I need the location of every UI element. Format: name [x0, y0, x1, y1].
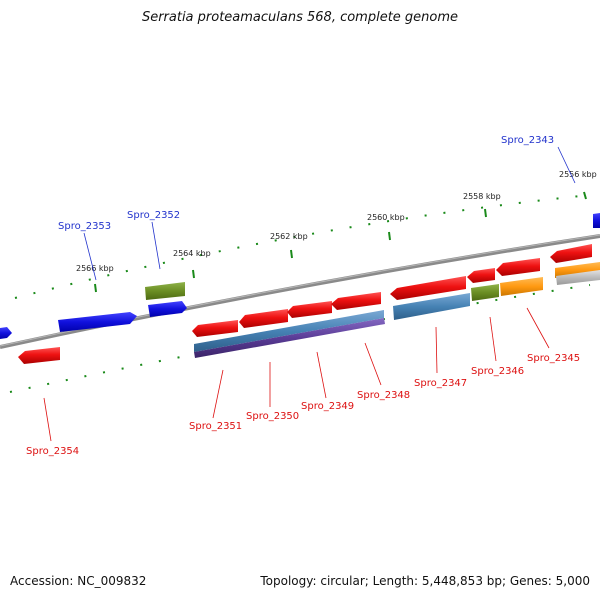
major-tick: [388, 231, 391, 241]
track-steelblue[interactable]: [194, 310, 384, 352]
forward-genes: [0, 213, 600, 339]
major-tick: [94, 283, 97, 293]
track-olive[interactable]: [471, 284, 499, 301]
gene-arrow-red[interactable]: [390, 276, 466, 300]
tick-label: 2558 kbp: [463, 192, 501, 201]
leader-line: [151, 221, 161, 270]
accession-text: Accession: NC_009832: [10, 574, 147, 588]
gene-label-spro-2351[interactable]: Spro_2351: [189, 421, 242, 432]
gene-label-spro-2347[interactable]: Spro_2347: [414, 378, 467, 389]
leader-line: [43, 397, 52, 442]
gene-label-spro-2352[interactable]: Spro_2352: [127, 210, 180, 221]
feature-tracks: [194, 262, 600, 358]
gene-block-olive[interactable]: [145, 282, 185, 300]
gene-label-spro-2348[interactable]: Spro_2348: [357, 390, 410, 401]
gene-label-spro-2345[interactable]: Spro_2345: [527, 353, 580, 364]
map-title: Serratia proteamaculans 568, complete ge…: [141, 10, 459, 25]
tick-label: 2564 kbp: [173, 249, 211, 258]
gene-label-spro-2354[interactable]: Spro_2354: [26, 446, 79, 457]
major-tick: [290, 249, 293, 259]
track-orange[interactable]: [500, 277, 543, 296]
reverse-genes: [18, 244, 592, 364]
track-steelblue[interactable]: [393, 293, 470, 320]
leader-line: [212, 369, 224, 419]
label-leaders: [43, 146, 576, 442]
gene-arrow-red[interactable]: [287, 301, 332, 318]
tick-label: 2556 kbp: [559, 170, 597, 179]
gene-label-spro-2350[interactable]: Spro_2350: [246, 411, 299, 422]
leader-line: [83, 232, 97, 281]
track-slateblue[interactable]: [194, 318, 385, 358]
gene-arrow-red[interactable]: [550, 244, 592, 263]
leader-line: [435, 326, 438, 374]
leader-line: [489, 316, 497, 362]
major-ticks: [94, 191, 587, 293]
gene-arrow-red[interactable]: [496, 258, 540, 276]
gene-arrow-blue[interactable]: [58, 312, 137, 332]
gene-arrow-red[interactable]: [331, 292, 381, 310]
major-tick: [484, 208, 487, 218]
gene-arrow-red[interactable]: [192, 320, 238, 337]
genome-summary-text: Topology: circular; Length: 5,448,853 bp…: [260, 574, 590, 588]
leader-line: [364, 342, 382, 386]
gene-label-spro-2353[interactable]: Spro_2353: [58, 221, 111, 232]
gene-arrow-blue[interactable]: [148, 301, 187, 317]
major-tick: [583, 191, 587, 200]
gene-arrow-red[interactable]: [18, 347, 60, 364]
leader-line: [557, 146, 576, 184]
gene-arrow-blue[interactable]: [0, 327, 12, 339]
leader-line: [526, 307, 550, 349]
tick-label: 2562 kbp: [270, 232, 308, 241]
gene-label-spro-2343[interactable]: Spro_2343: [501, 135, 554, 146]
gene-label-spro-2346[interactable]: Spro_2346: [471, 366, 524, 377]
gene-arrow-red[interactable]: [239, 309, 288, 328]
gene-label-spro-2349[interactable]: Spro_2349: [301, 401, 354, 412]
gene-arrow-red[interactable]: [467, 268, 495, 283]
gene-labels: Spro_2343 Spro_2352 Spro_2353 Spro_2345 …: [26, 135, 580, 457]
track-orange[interactable]: [555, 262, 600, 278]
leader-line: [316, 351, 327, 399]
gene-arrow-blue[interactable]: [593, 213, 600, 228]
tick-label: 2560 kbp: [367, 213, 405, 222]
tick-label: 2566 kbp: [76, 264, 114, 273]
track-gray[interactable]: [556, 270, 600, 285]
major-tick: [192, 269, 195, 279]
